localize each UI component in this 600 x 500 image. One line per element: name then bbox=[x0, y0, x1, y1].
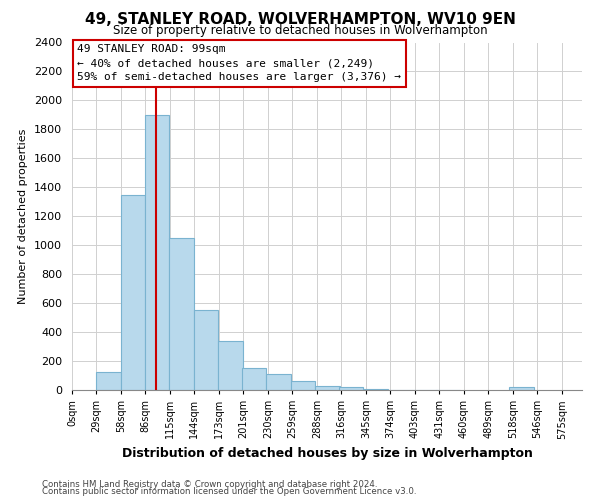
Bar bbox=[339, 387, 364, 390]
Bar bbox=[218, 342, 242, 390]
X-axis label: Distribution of detached houses by size in Wolverhampton: Distribution of detached houses by size … bbox=[122, 447, 532, 460]
Text: Size of property relative to detached houses in Wolverhampton: Size of property relative to detached ho… bbox=[113, 24, 487, 37]
Text: Contains public sector information licensed under the Open Government Licence v3: Contains public sector information licen… bbox=[42, 488, 416, 496]
Bar bbox=[266, 374, 290, 390]
Text: 49, STANLEY ROAD, WOLVERHAMPTON, WV10 9EN: 49, STANLEY ROAD, WOLVERHAMPTON, WV10 9E… bbox=[85, 12, 515, 26]
Text: Contains HM Land Registry data © Crown copyright and database right 2024.: Contains HM Land Registry data © Crown c… bbox=[42, 480, 377, 489]
Bar bbox=[169, 238, 194, 390]
Bar bbox=[242, 368, 266, 390]
Bar bbox=[145, 115, 169, 390]
Bar bbox=[121, 194, 145, 390]
Bar bbox=[97, 372, 121, 390]
Bar bbox=[194, 310, 218, 390]
Y-axis label: Number of detached properties: Number of detached properties bbox=[19, 128, 28, 304]
Text: 49 STANLEY ROAD: 99sqm
← 40% of detached houses are smaller (2,249)
59% of semi-: 49 STANLEY ROAD: 99sqm ← 40% of detached… bbox=[77, 44, 401, 82]
Bar bbox=[315, 386, 340, 390]
Bar bbox=[290, 382, 315, 390]
Bar bbox=[509, 387, 534, 390]
